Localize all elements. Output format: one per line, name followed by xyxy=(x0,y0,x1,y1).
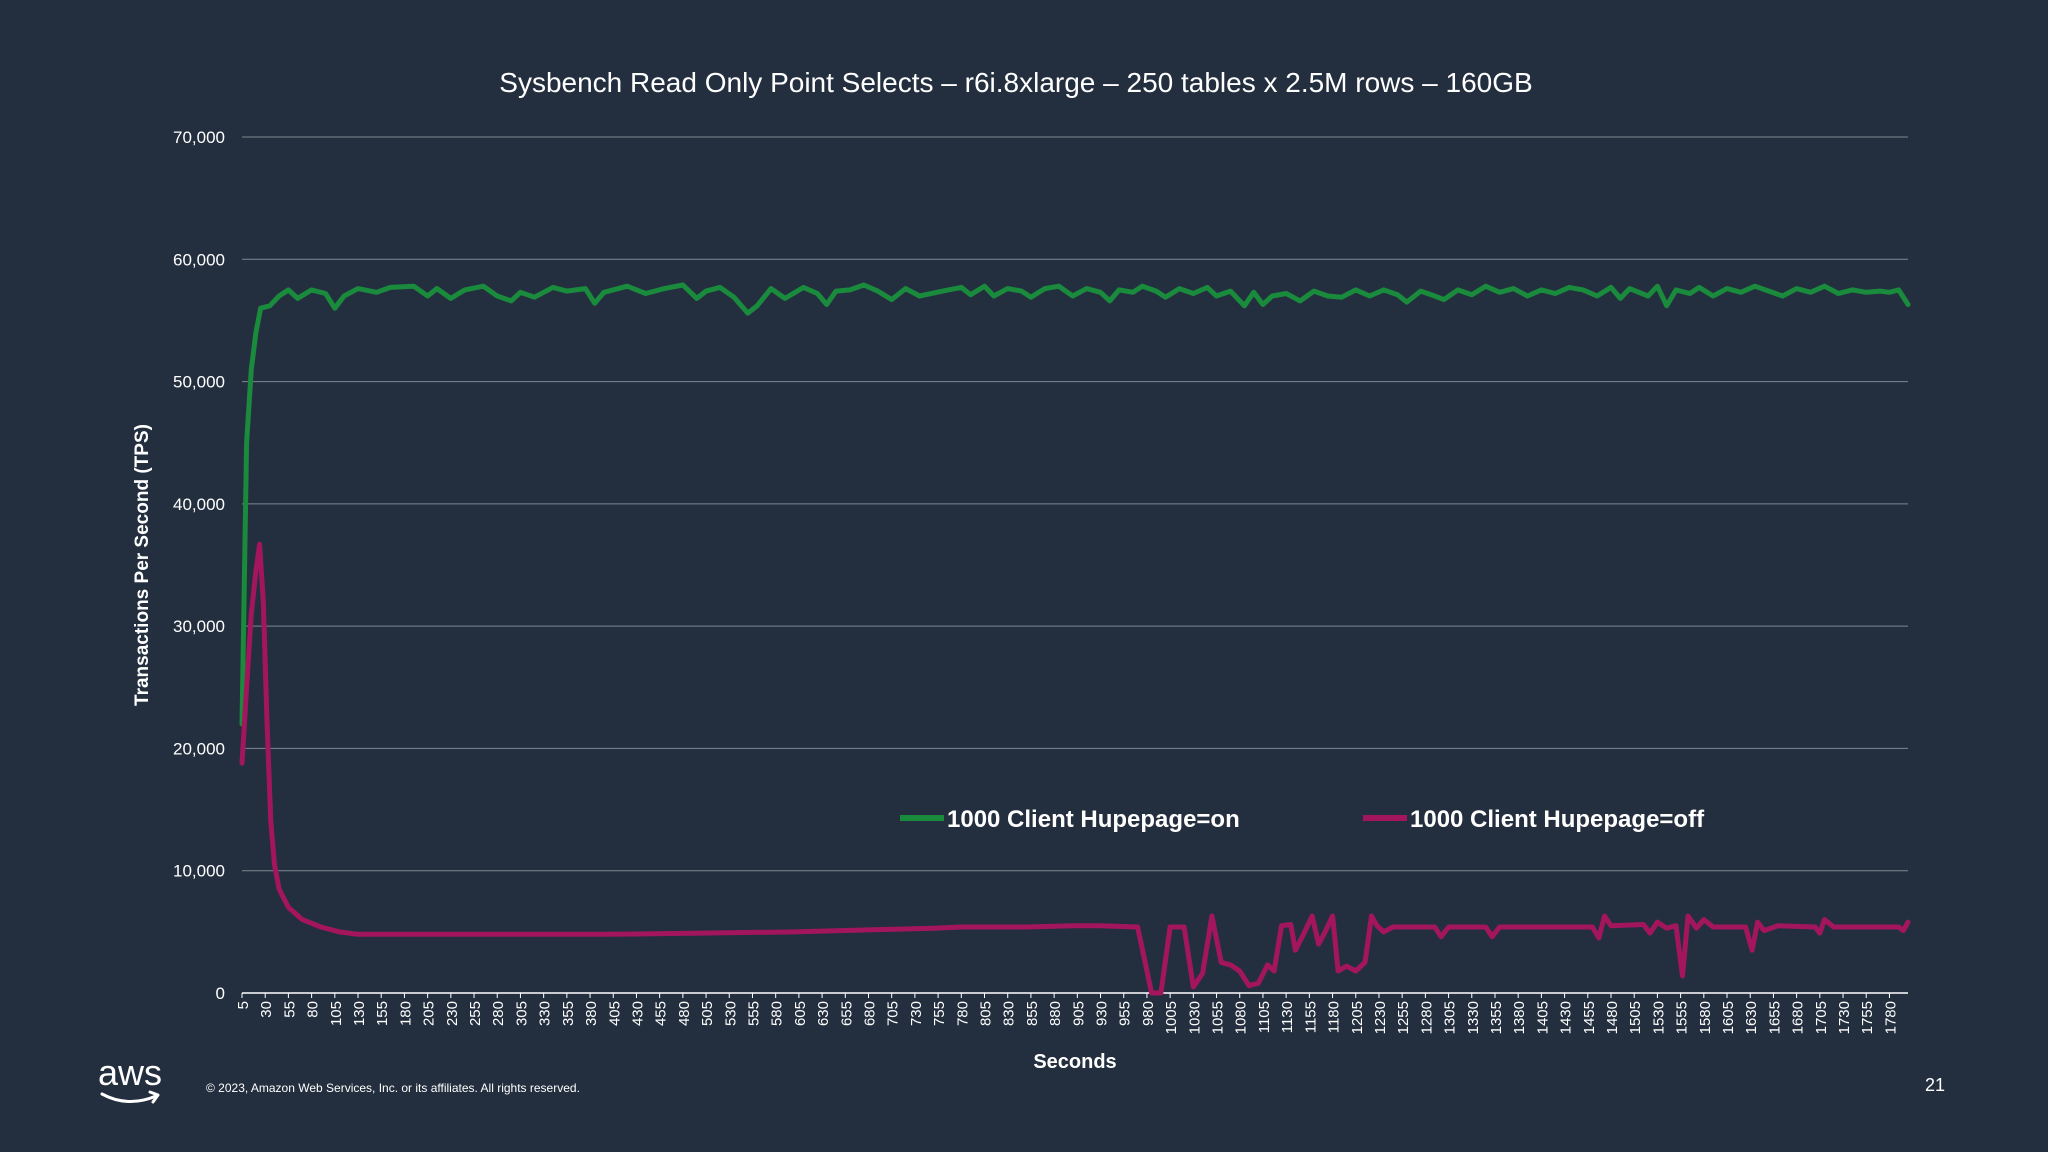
legend-label-hugepage-on: 1000 Client Hupepage=on xyxy=(947,806,1240,833)
x-tick-label: 105 xyxy=(328,1001,345,1026)
x-tick-label: 1130 xyxy=(1279,1001,1296,1033)
smile-arrow-icon xyxy=(100,1090,160,1104)
x-tick-label: 30 xyxy=(258,1001,275,1018)
x-tick-label: 1555 xyxy=(1674,1001,1691,1034)
aws-logo: aws xyxy=(98,1052,166,1106)
x-tick-label: 555 xyxy=(745,1001,762,1026)
x-tick-label: 305 xyxy=(513,1001,530,1026)
x-tick-label: 730 xyxy=(908,1001,925,1026)
x-tick-label: 1630 xyxy=(1743,1001,1760,1034)
x-tick-label: 605 xyxy=(792,1001,809,1026)
x-tick-label: 1280 xyxy=(1418,1001,1435,1034)
x-tick-label: 80 xyxy=(305,1001,322,1018)
legend: 1000 Client Hupepage=on 1000 Client Hupe… xyxy=(900,806,1705,833)
x-tick-label: 1080 xyxy=(1233,1001,1250,1034)
x-tick-label: 205 xyxy=(421,1001,438,1026)
series-lines xyxy=(239,282,1911,996)
x-tick-label: 955 xyxy=(1117,1001,1134,1026)
gridlines xyxy=(242,136,1908,872)
x-tick-label: 1230 xyxy=(1372,1001,1389,1034)
x-tick-label: 505 xyxy=(699,1001,716,1026)
x-tick-label: 355 xyxy=(560,1001,577,1026)
y-axis-label: Transactions Per Second (TPS) xyxy=(132,424,153,706)
x-axis-label: Seconds xyxy=(1033,1051,1116,1073)
x-tick-label: 1455 xyxy=(1581,1001,1598,1034)
x-tick-label: 130 xyxy=(351,1001,368,1026)
x-tick-label: 755 xyxy=(931,1001,948,1026)
x-tick-label: 580 xyxy=(769,1001,786,1026)
series-line-1 xyxy=(239,541,1911,996)
x-tick-label: 1605 xyxy=(1720,1001,1737,1034)
y-tick-label: 60,000 xyxy=(173,250,225,269)
x-tick-label: 480 xyxy=(676,1001,693,1026)
y-tick-label: 70,000 xyxy=(173,128,225,147)
x-tick-label: 1505 xyxy=(1627,1001,1644,1034)
y-tick-label: 40,000 xyxy=(173,495,225,514)
x-tick-label: 230 xyxy=(444,1001,461,1026)
y-tick-label: 0 xyxy=(216,984,225,1003)
x-tick-label: 380 xyxy=(583,1001,600,1026)
x-tick-label: 830 xyxy=(1001,1001,1018,1026)
x-tick-label: 1430 xyxy=(1558,1001,1575,1034)
x-tick-label: 980 xyxy=(1140,1001,1157,1026)
y-tick-label: 30,000 xyxy=(173,617,225,636)
x-tick-label: 5 xyxy=(235,1001,252,1009)
x-tick-label: 855 xyxy=(1024,1001,1041,1026)
page-number: 21 xyxy=(1924,1075,1945,1095)
copyright-notice: © 2023, Amazon Web Services, Inc. or its… xyxy=(206,1081,580,1095)
x-tick-label: 780 xyxy=(954,1001,971,1026)
x-axis-ticks: 5 30 55 80 105 130 155 180 205 230 255 280 305 330 355… xyxy=(235,993,1899,1034)
x-tick-label: 880 xyxy=(1047,1001,1064,1026)
x-tick-label: 405 xyxy=(606,1001,623,1026)
x-tick-label: 1380 xyxy=(1511,1001,1528,1034)
x-tick-label: 330 xyxy=(537,1001,554,1026)
x-tick-label: 1255 xyxy=(1395,1001,1412,1034)
x-tick-label: 280 xyxy=(490,1001,507,1026)
x-tick-label: 1030 xyxy=(1186,1001,1203,1034)
x-tick-label: 655 xyxy=(838,1001,855,1026)
x-tick-label: 1205 xyxy=(1349,1001,1366,1034)
x-tick-label: 1055 xyxy=(1210,1001,1227,1034)
x-tick-label: 1330 xyxy=(1465,1001,1482,1034)
x-tick-label: 805 xyxy=(978,1001,995,1026)
x-tick-label: 180 xyxy=(397,1001,414,1026)
y-tick-label: 20,000 xyxy=(173,739,225,758)
x-tick-label: 1780 xyxy=(1882,1001,1899,1034)
x-tick-label: 530 xyxy=(722,1001,739,1026)
x-tick-label: 1405 xyxy=(1534,1001,1551,1034)
legend-label-hugepage-off: 1000 Client Hupepage=off xyxy=(1410,806,1705,833)
x-tick-label: 630 xyxy=(815,1001,832,1026)
x-tick-label: 680 xyxy=(861,1001,878,1026)
x-tick-label: 1705 xyxy=(1813,1001,1830,1034)
x-tick-label: 455 xyxy=(653,1001,670,1026)
aws-logo-text: aws xyxy=(98,1052,163,1093)
x-tick-label: 55 xyxy=(281,1001,298,1018)
x-tick-label: 1005 xyxy=(1163,1001,1180,1034)
x-tick-label: 1530 xyxy=(1650,1001,1667,1034)
x-tick-label: 1680 xyxy=(1790,1001,1807,1034)
series-line-0 xyxy=(239,282,1911,727)
y-tick-label: 50,000 xyxy=(173,373,225,392)
x-tick-label: 1580 xyxy=(1697,1001,1714,1034)
x-tick-label: 430 xyxy=(629,1001,646,1026)
x-tick-label: 705 xyxy=(885,1001,902,1026)
x-tick-label: 1105 xyxy=(1256,1001,1273,1033)
x-tick-label: 1655 xyxy=(1766,1001,1783,1034)
x-tick-label: 905 xyxy=(1070,1001,1087,1026)
x-tick-label: 155 xyxy=(374,1001,391,1026)
y-axis-ticks: 0 10,000 20,000 30,000 40,000 50,000 60,000 70,… xyxy=(173,128,225,1003)
x-tick-label: 930 xyxy=(1094,1001,1111,1026)
x-tick-label: 1355 xyxy=(1488,1001,1505,1034)
chart-title: Sysbench Read Only Point Selects – r6i.8… xyxy=(499,67,1532,98)
x-tick-label: 1155 xyxy=(1302,1001,1319,1033)
x-tick-label: 1480 xyxy=(1604,1001,1621,1034)
x-tick-label: 1180 xyxy=(1326,1001,1343,1033)
x-tick-label: 1755 xyxy=(1859,1001,1876,1034)
x-tick-label: 1305 xyxy=(1442,1001,1459,1034)
x-tick-label: 255 xyxy=(467,1001,484,1026)
y-tick-label: 10,000 xyxy=(173,862,225,881)
x-tick-label: 1730 xyxy=(1836,1001,1853,1034)
